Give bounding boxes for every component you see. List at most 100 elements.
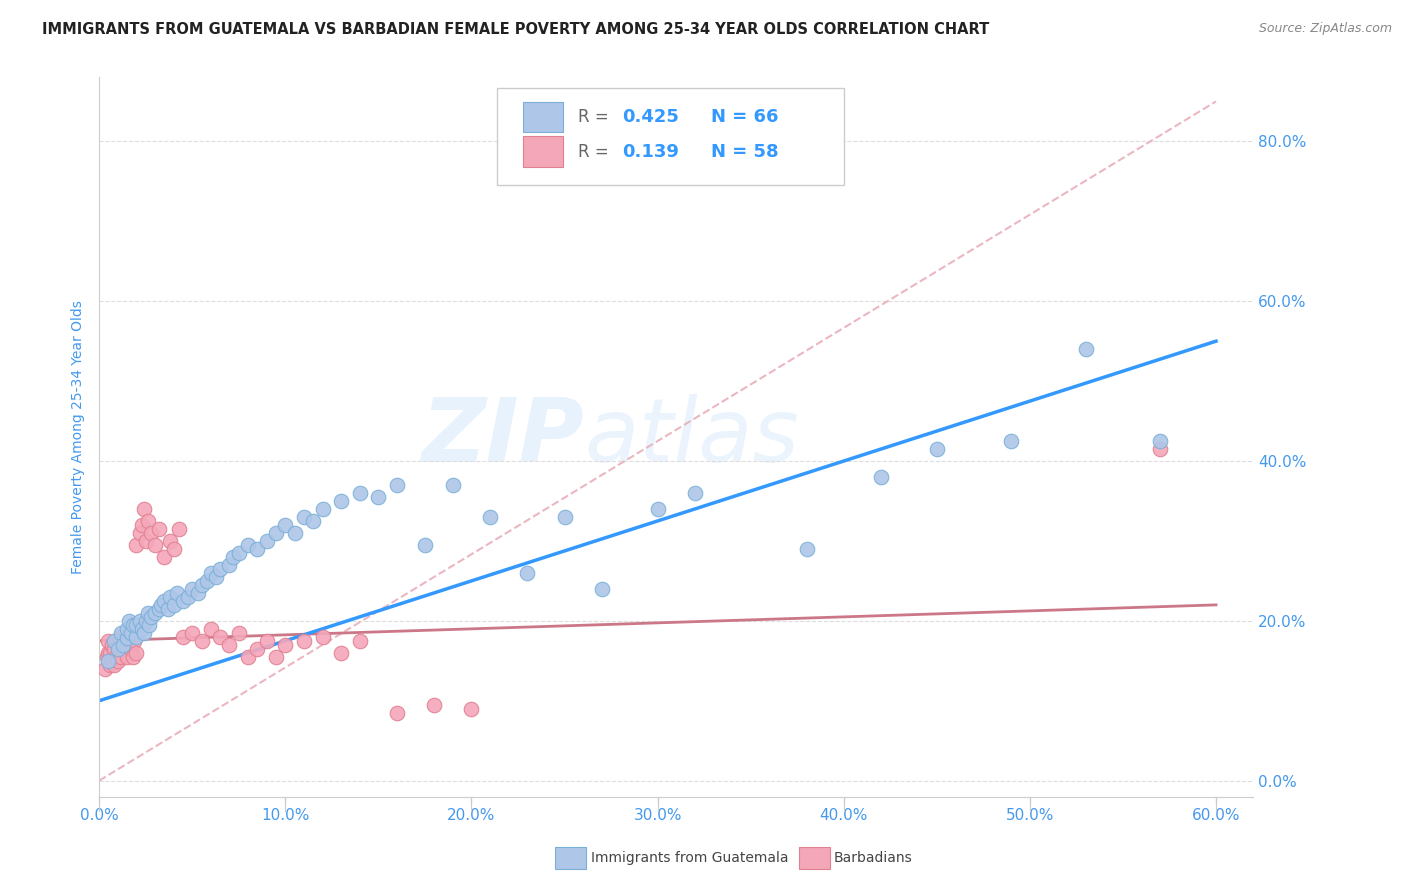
Point [143,606,166,620]
Point [156,602,179,616]
Point [385,706,408,720]
Point [181,582,204,596]
Point [200,566,222,580]
Point [115,622,138,636]
Point [236,538,259,552]
Point [441,478,464,492]
Point [97,633,120,648]
Point [132,502,155,516]
Point [125,538,148,552]
Point [683,486,706,500]
Point [110,649,132,664]
Point [115,649,138,664]
Point [135,533,157,548]
Point [190,578,212,592]
Point [1149,434,1171,448]
Point [104,633,127,648]
Point [143,538,166,552]
Point [181,625,204,640]
Point [107,638,129,652]
Point [125,630,148,644]
Point [101,654,124,668]
Point [423,698,446,712]
Text: 0.139: 0.139 [621,143,679,161]
Point [159,533,181,548]
Text: Immigrants from Guatemala: Immigrants from Guatemala [591,851,787,865]
Point [256,633,278,648]
Point [195,574,218,588]
Point [107,641,129,656]
Point [141,525,163,540]
Point [136,514,159,528]
Point [1000,434,1022,448]
Point [101,638,124,652]
Point [107,654,129,668]
Point [125,618,148,632]
Point [153,594,176,608]
Point [284,525,307,540]
Point [103,641,125,656]
Point [97,654,120,668]
Point [349,486,371,500]
Point [205,570,228,584]
Text: ZIP: ZIP [422,393,583,481]
Point [115,632,138,646]
Point [591,582,613,596]
Point [129,614,152,628]
Point [187,586,209,600]
Point [264,525,287,540]
Text: R =: R = [578,108,614,126]
Point [124,633,146,648]
Point [413,538,436,552]
Point [131,518,153,533]
Point [311,630,333,644]
Point [103,657,125,672]
Point [118,638,141,652]
Text: Source: ZipAtlas.com: Source: ZipAtlas.com [1258,22,1392,36]
Point [98,657,121,672]
Point [190,633,212,648]
Point [330,494,353,508]
Point [112,638,135,652]
Point [330,646,353,660]
Point [264,649,287,664]
Point [311,502,333,516]
Point [135,614,157,628]
Point [148,602,170,616]
Point [554,510,576,524]
Point [104,649,127,664]
Point [162,541,184,556]
Point [349,633,371,648]
Point [136,606,159,620]
Point [159,590,181,604]
Point [97,646,120,660]
Point [796,541,818,556]
Text: 0.425: 0.425 [621,108,679,126]
Point [148,522,170,536]
Point [1149,442,1171,456]
Point [93,662,115,676]
Point [236,649,259,664]
Point [218,558,240,572]
Point [516,566,538,580]
Point [110,625,132,640]
Text: Barbadians: Barbadians [834,851,912,865]
Point [166,586,188,600]
Point [110,633,132,648]
Point [114,633,136,648]
Point [256,533,278,548]
Point [172,630,194,644]
Point [222,549,245,564]
Point [246,541,269,556]
Point [120,625,142,640]
Point [118,614,141,628]
Text: atlas: atlas [583,394,799,480]
Point [292,633,315,648]
Point [367,490,389,504]
Point [141,610,163,624]
Point [103,633,125,648]
Text: N = 66: N = 66 [711,108,779,126]
Point [177,590,200,604]
Point [460,702,482,716]
Point [209,562,232,576]
